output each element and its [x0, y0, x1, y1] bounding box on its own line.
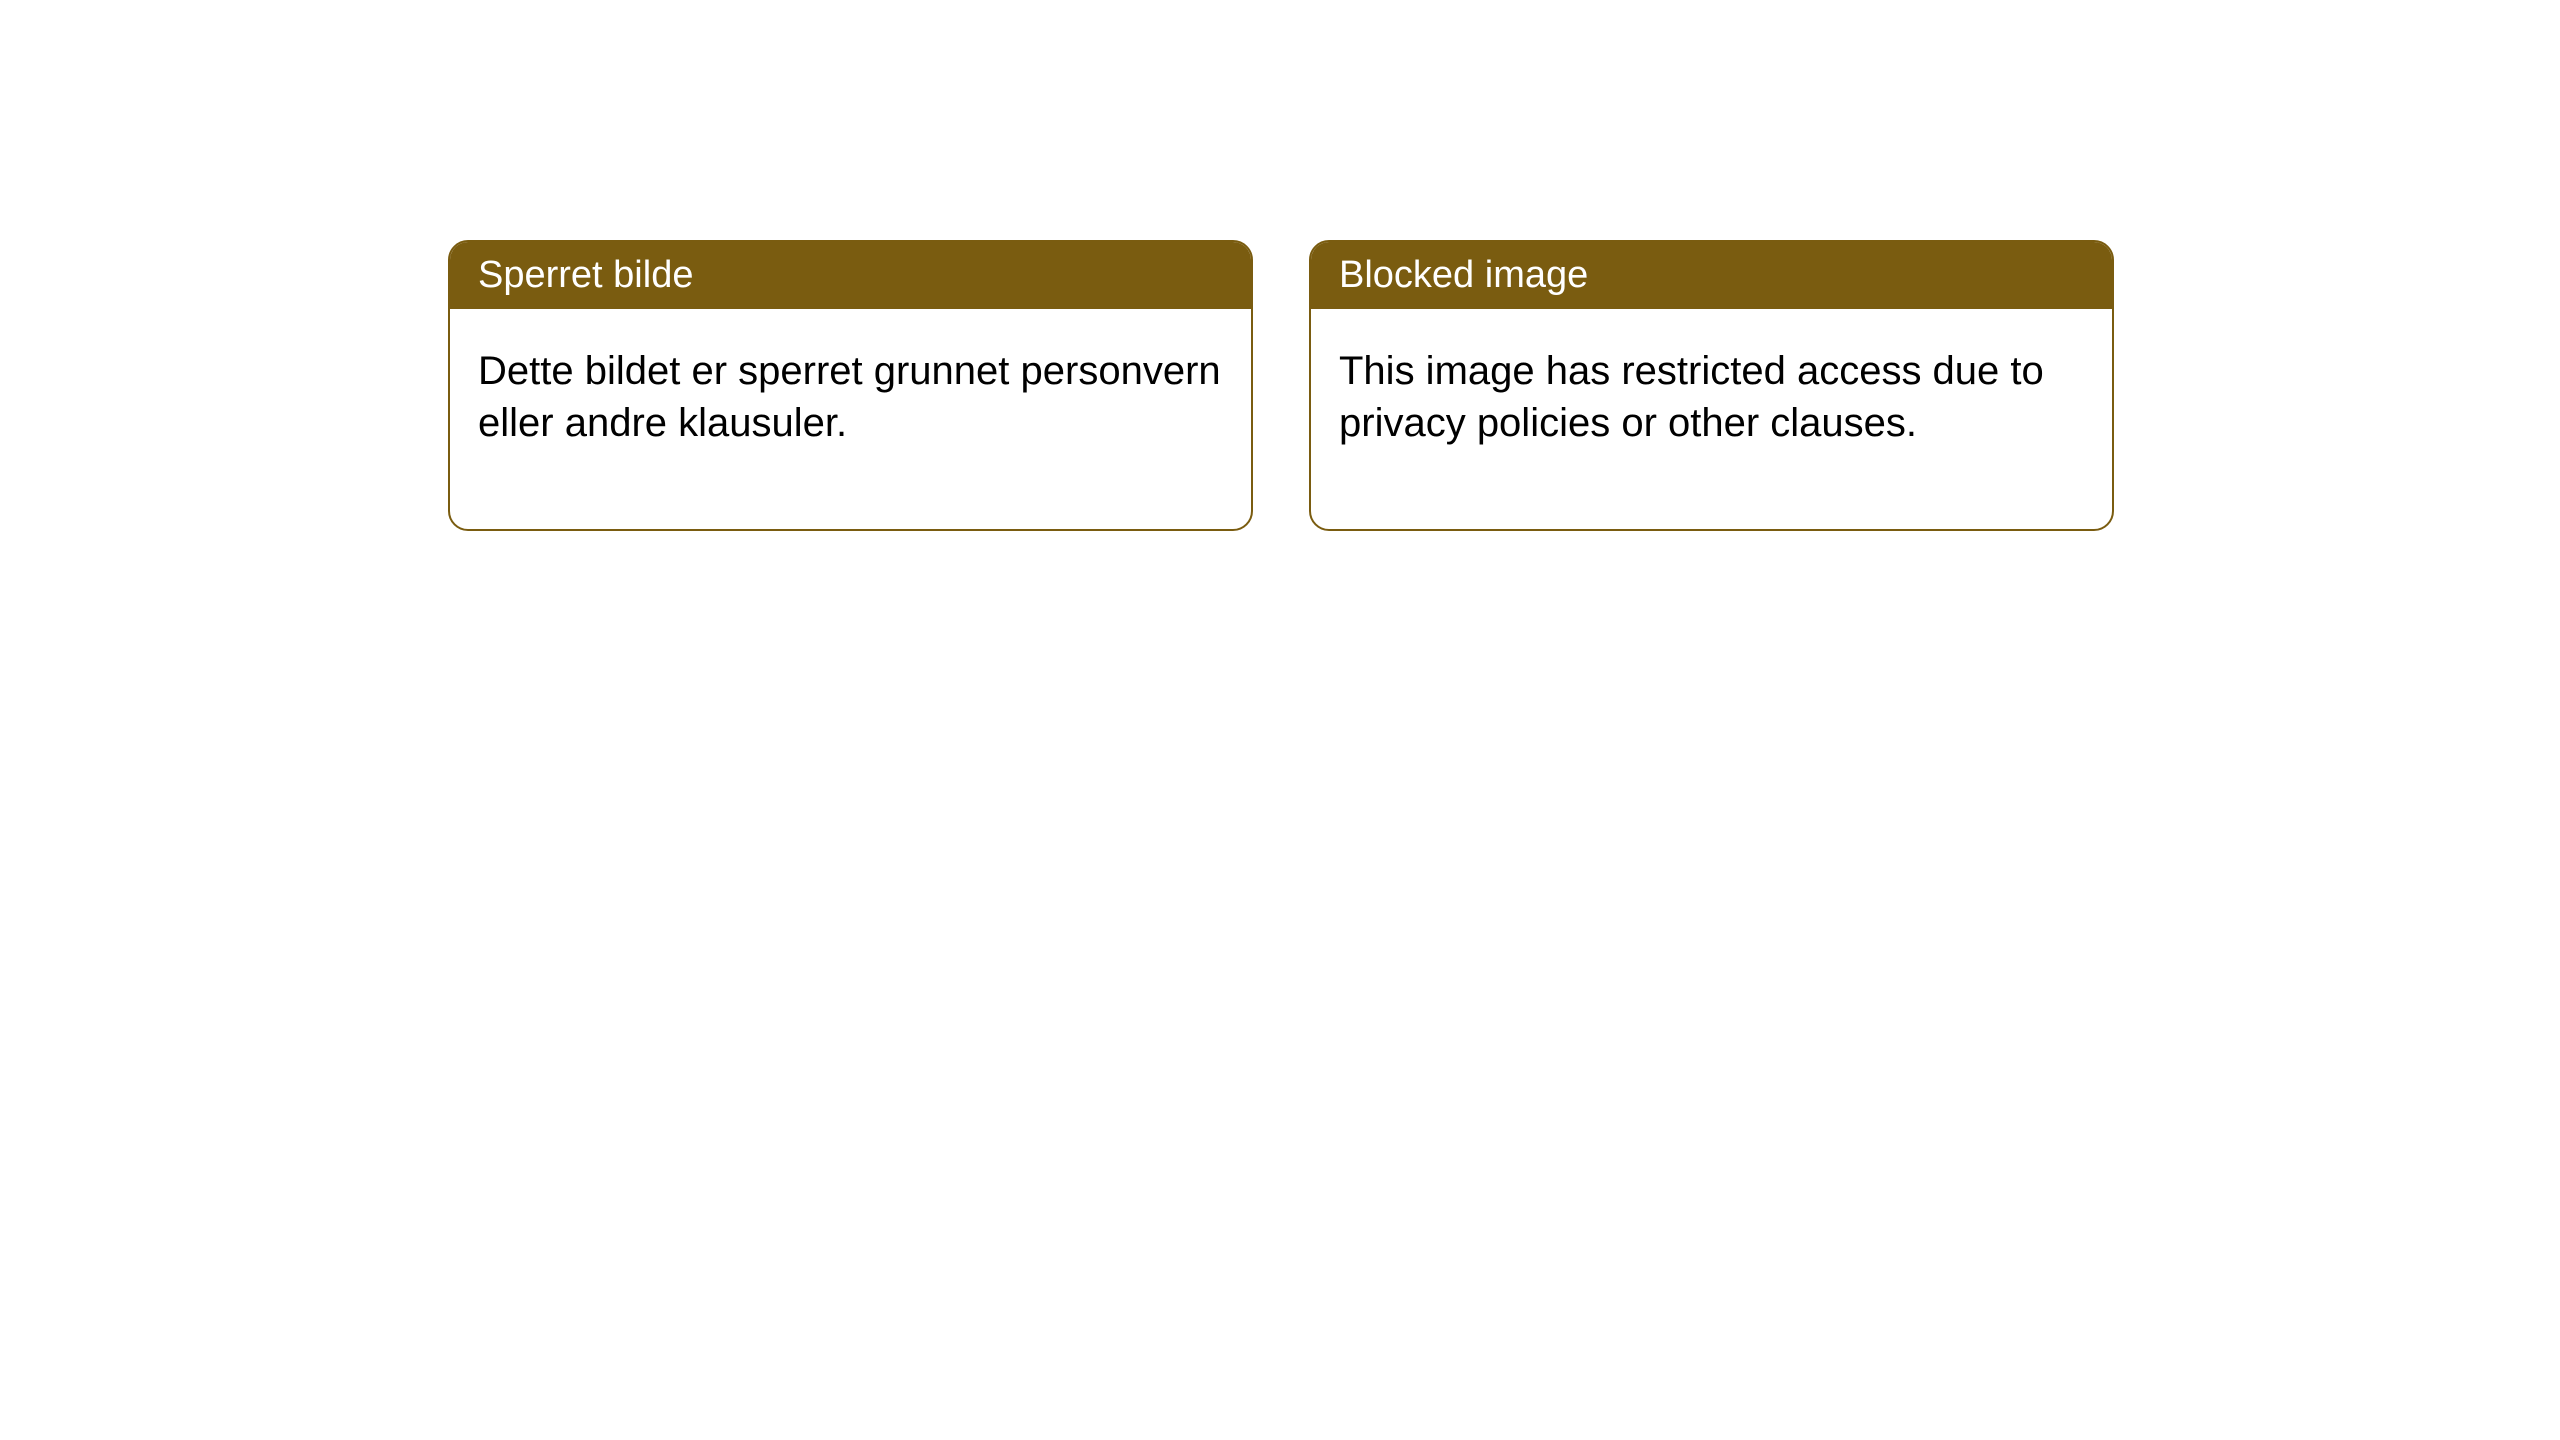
- notice-card-english: Blocked image This image has restricted …: [1309, 240, 2114, 531]
- notice-header: Blocked image: [1311, 242, 2112, 309]
- notice-body: This image has restricted access due to …: [1311, 309, 2112, 529]
- notice-header: Sperret bilde: [450, 242, 1251, 309]
- notice-container: Sperret bilde Dette bildet er sperret gr…: [448, 240, 2114, 531]
- notice-body: Dette bildet er sperret grunnet personve…: [450, 309, 1251, 529]
- notice-card-norwegian: Sperret bilde Dette bildet er sperret gr…: [448, 240, 1253, 531]
